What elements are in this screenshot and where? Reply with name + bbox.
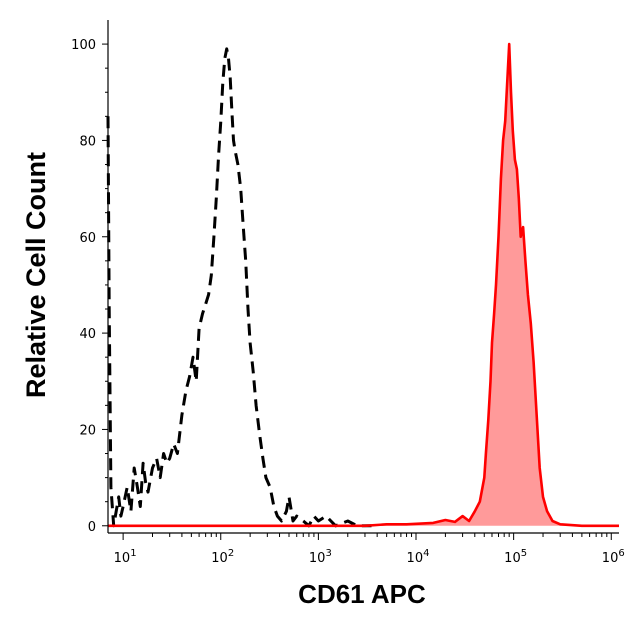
x-tick-label: 101 xyxy=(114,548,137,566)
plot-frame xyxy=(107,20,619,534)
y-tick-label: 100 xyxy=(71,38,96,53)
x-axis-title: CD61 APC xyxy=(298,579,426,609)
series-2-fill xyxy=(108,44,619,526)
y-tick-label: 80 xyxy=(79,134,96,149)
x-tick-label: 104 xyxy=(407,548,430,566)
plot-marks xyxy=(106,42,619,528)
y-tick-label: 40 xyxy=(79,327,96,342)
y-axis-ticks: 0 20 40 60 80 100 xyxy=(71,38,108,535)
y-tick-label: 0 xyxy=(88,520,96,535)
x-tick-label: 106 xyxy=(602,548,625,566)
x-axis-ticks: 101 102 103 104 105 106 xyxy=(114,533,625,566)
x-tick-label: 102 xyxy=(211,548,234,566)
x-tick-label: 103 xyxy=(309,548,332,566)
series-2-line xyxy=(108,42,619,528)
series-1-line xyxy=(106,47,372,528)
y-axis-title: Relative Cell Count xyxy=(21,152,51,398)
x-tick-label: 105 xyxy=(504,548,527,566)
y-tick-label: 60 xyxy=(79,231,96,246)
y-tick-label: 20 xyxy=(79,423,96,438)
